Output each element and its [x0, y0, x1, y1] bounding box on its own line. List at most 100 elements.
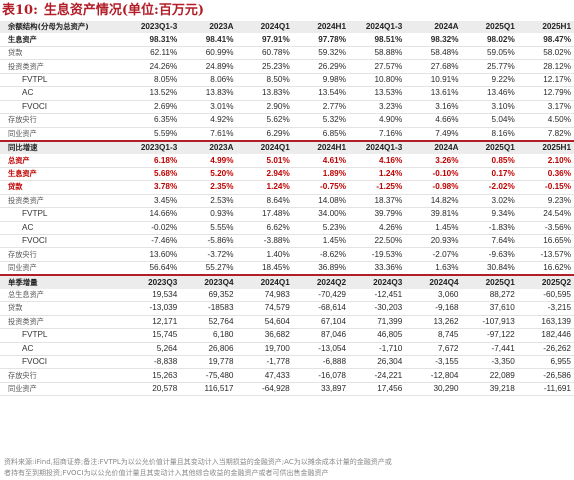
- column-header: 2024Q4: [405, 274, 462, 289]
- table-cell: 8.50%: [236, 73, 293, 88]
- table-cell: 22.50%: [349, 234, 406, 249]
- table-cell: 98.31%: [124, 33, 181, 47]
- table-cell: 3.10%: [461, 100, 518, 115]
- table-cell: 16.65%: [517, 234, 574, 249]
- table-cell: 3.16%: [405, 100, 462, 115]
- table-cell: 59.32%: [292, 46, 349, 61]
- table-cell: 2.53%: [180, 194, 237, 209]
- table-row: 投资类资产 12,171 52,764 54,604 67,104 71,399 13,26…: [0, 315, 574, 330]
- table-cell: 24.89%: [180, 59, 237, 74]
- table-cell: 5.01%: [236, 154, 293, 168]
- table-cell: 67,104: [292, 315, 349, 330]
- table-cell: 3.02%: [461, 194, 518, 209]
- table-cell: 1.45%: [292, 234, 349, 249]
- column-header: 2024H1: [292, 21, 349, 34]
- table-cell: 24.54%: [517, 207, 574, 222]
- table-cell: -68,614: [292, 301, 349, 316]
- table-cell: 33,897: [292, 382, 349, 397]
- table-cell: 10.91%: [405, 73, 462, 88]
- table-cell: 98.51%: [349, 33, 406, 47]
- row-label: AC: [0, 342, 124, 356]
- row-label: 投资类资产: [0, 59, 124, 74]
- table-cell: -64,928: [236, 382, 293, 397]
- table-cell: -97,122: [461, 328, 518, 343]
- table-cell: 0.85%: [461, 154, 518, 168]
- row-label: 投资类资产: [0, 315, 124, 330]
- table-cell: 14.82%: [405, 194, 462, 209]
- table-cell: 4.26%: [349, 221, 406, 236]
- row-label: FVTPL: [0, 207, 124, 222]
- table-cell: -3.56%: [517, 221, 574, 236]
- table-cell: 5.55%: [180, 221, 237, 236]
- table-cell: 10.80%: [349, 73, 406, 88]
- row-label: FVOCI: [0, 100, 124, 115]
- table-cell: 5.32%: [292, 113, 349, 128]
- column-header: 2025Q1: [461, 21, 518, 34]
- table-cell: 19,778: [180, 355, 237, 370]
- table-cell: 98.32%: [405, 33, 462, 47]
- table-cell: 5.62%: [236, 113, 293, 128]
- column-header: 2023Q1-3: [124, 21, 181, 34]
- table-row: 贷款 -13,039 -18583 74,579 -68,614 -30,203 -9,16…: [0, 301, 574, 316]
- table-cell: 163,139: [517, 315, 574, 330]
- table-cell: 34.00%: [292, 207, 349, 222]
- table-cell: 39.79%: [349, 207, 406, 222]
- table-cell: 3.17%: [517, 100, 574, 115]
- table-row: FVOCI -8,838 19,778 -1,778 -6,888 26,304 -3,15…: [0, 355, 574, 370]
- table-cell: 26.29%: [292, 59, 349, 74]
- table-cell: 60.78%: [236, 46, 293, 61]
- table-cell: 97.91%: [236, 33, 293, 47]
- column-header: 2023A: [180, 21, 237, 34]
- table-cell: 4.92%: [180, 113, 237, 128]
- table-cell: -18583: [180, 301, 237, 316]
- table-cell: 19,700: [236, 342, 293, 356]
- table-cell: 27.68%: [405, 59, 462, 74]
- table-cell: 9.98%: [292, 73, 349, 88]
- column-header: 2023Q1-3: [124, 139, 181, 155]
- table-cell: 2.90%: [236, 100, 293, 115]
- table-cell: 46,805: [349, 328, 406, 343]
- table-cell: -3,350: [461, 355, 518, 370]
- table-cell: -19.53%: [349, 247, 406, 262]
- table-cell: 30,290: [405, 382, 462, 397]
- table-cell: 16.62%: [517, 261, 574, 276]
- table-cell: -7.46%: [124, 234, 181, 249]
- table-cell: -107,913: [461, 315, 518, 330]
- table-cell: 71,399: [349, 315, 406, 330]
- table-cell: 36,682: [236, 328, 293, 343]
- table-cell: 27.57%: [349, 59, 406, 74]
- table-cell: 1.45%: [405, 221, 462, 236]
- table-cell: 26,304: [349, 355, 406, 370]
- row-label: AC: [0, 86, 124, 101]
- table-cell: 60.99%: [180, 46, 237, 61]
- table-cell: -13,039: [124, 301, 181, 316]
- row-label: 生息资产: [0, 33, 124, 47]
- table-cell: 8.05%: [124, 73, 181, 88]
- table-cell: -2.02%: [461, 180, 518, 195]
- column-header: 2024A: [405, 21, 462, 34]
- quarterly-increment-section-title: 单季增量: [0, 274, 124, 289]
- table-row: 总资产 6.18% 4.99% 5.01% 4.61% 4.16% 3.26% 0.85% 2.…: [0, 154, 574, 168]
- table-cell: -3.72%: [180, 247, 237, 262]
- table-cell: 0.17%: [461, 167, 518, 182]
- table-cell: 13.54%: [292, 86, 349, 101]
- table-cell: 4.61%: [292, 154, 349, 168]
- row-label: FVOCI: [0, 355, 124, 370]
- row-label: 同业资产: [0, 382, 124, 397]
- table-cell: 1.24%: [236, 180, 293, 195]
- table-cell: -9.63%: [461, 247, 518, 262]
- table-row: FVOCI -7.46% -5.86% -3.88% 1.45% 22.50% 20.93%…: [0, 234, 574, 249]
- table-cell: 58.88%: [349, 46, 406, 61]
- table-cell: 17.48%: [236, 207, 293, 222]
- table-cell: 2.77%: [292, 100, 349, 115]
- table-cell: -0.98%: [405, 180, 462, 195]
- table-row: AC 5,264 26,806 19,700 -13,054 -1,710 7,672 -7,…: [0, 342, 574, 356]
- table-row: 生息资产 98.31% 98.41% 97.91% 97.78% 98.51% 98.32%…: [0, 33, 574, 47]
- table-cell: -16,078: [292, 368, 349, 383]
- table-row: 贷款 62.11% 60.99% 60.78% 59.32% 58.88% 58.48% 59…: [0, 46, 574, 61]
- footnote-line-1: 资料来源:iFind,招商证券;备注:FVTPL为以公允价值计量且其变动计入当期…: [4, 458, 392, 466]
- table-cell: 3.78%: [124, 180, 181, 195]
- table-cell: 24.26%: [124, 59, 181, 74]
- table-cell: 37,610: [461, 301, 518, 316]
- table-cell: -60,595: [517, 288, 574, 303]
